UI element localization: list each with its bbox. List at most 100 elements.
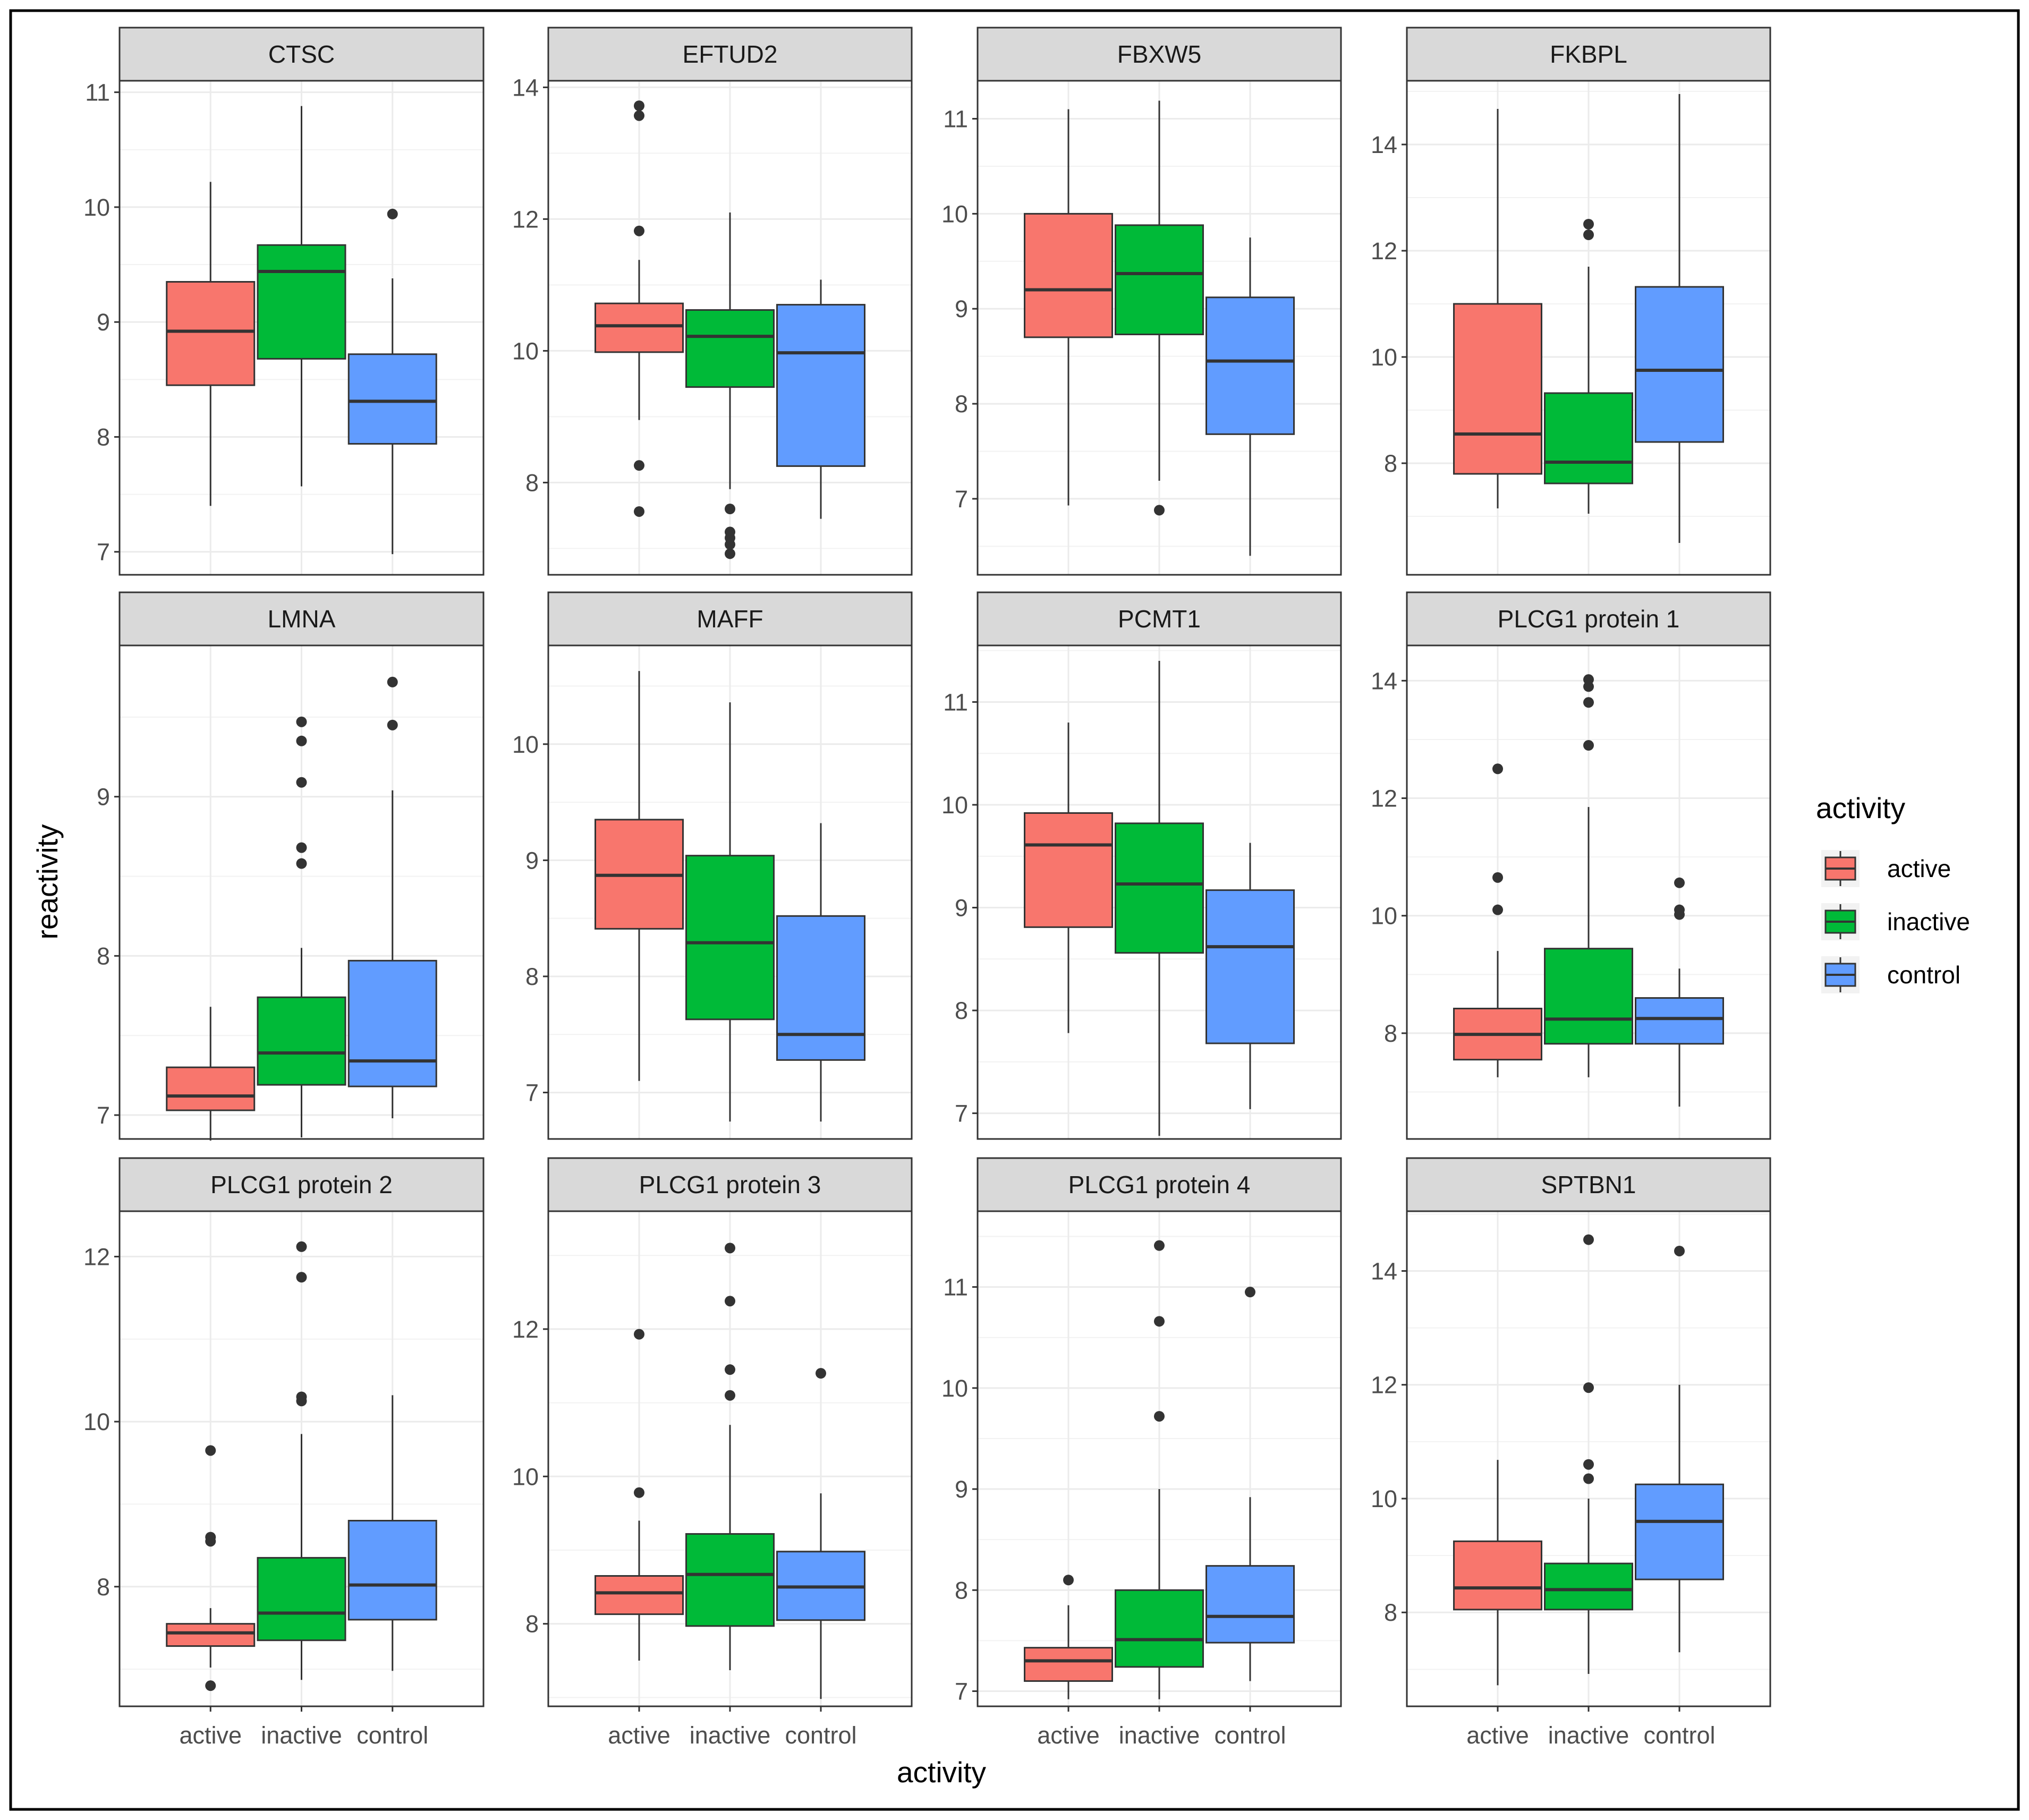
box-inactive xyxy=(1544,219,1633,514)
y-tick-label: 11 xyxy=(943,106,968,133)
outlier-point xyxy=(1492,763,1503,775)
panel-7: PLCG1 protein 1 8 10 12 14 xyxy=(1371,591,1771,1140)
y-tick-label: 14 xyxy=(512,74,539,101)
panel-11: SPTBN1 8 10 12 14 active inactive control xyxy=(1371,1157,1771,1749)
y-tick-label: 7 xyxy=(955,1678,968,1705)
box-inactive xyxy=(1544,1234,1633,1674)
box-active xyxy=(595,100,684,517)
box-control xyxy=(776,279,865,519)
box-control xyxy=(1635,877,1724,1107)
box-control xyxy=(347,676,437,1119)
panel-strip xyxy=(547,27,913,82)
box-body xyxy=(347,353,437,445)
box-body xyxy=(1115,1589,1204,1668)
box-control xyxy=(1205,237,1295,556)
x-tick-label: active xyxy=(1037,1722,1100,1749)
panel-title: FBXW5 xyxy=(1117,40,1201,68)
outlier-point xyxy=(1674,877,1685,888)
panel-5: MAFF 7 8 9 10 xyxy=(512,591,913,1140)
box-inactive xyxy=(1115,100,1204,516)
box-control xyxy=(776,1368,865,1699)
y-axis-title: reactivity xyxy=(31,824,64,939)
panel-3: FKBPL 8 10 12 14 xyxy=(1371,27,1771,576)
box-inactive xyxy=(1115,1240,1204,1699)
box-active xyxy=(595,1329,684,1661)
y-tick-label: 8 xyxy=(1384,450,1397,477)
panel-border xyxy=(1406,644,1771,1140)
x-tick-label: inactive xyxy=(261,1722,342,1749)
outlier-point xyxy=(387,208,398,219)
outlier-point xyxy=(296,1241,307,1252)
y-tick-label: 9 xyxy=(955,895,968,922)
panel-strip xyxy=(118,591,485,647)
box-inactive xyxy=(257,1241,346,1680)
y-tick-label: 9 xyxy=(955,295,968,322)
y-tick-label: 10 xyxy=(941,792,968,819)
outlier-point xyxy=(634,225,644,236)
box-body xyxy=(685,855,775,1020)
panel-border xyxy=(1406,80,1771,576)
outlier-point xyxy=(1583,1234,1594,1245)
panel-title: PLCG1 protein 2 xyxy=(210,1171,393,1198)
outlier-point xyxy=(725,1390,735,1401)
panel-border xyxy=(977,80,1342,576)
box-body xyxy=(347,1520,437,1621)
x-tick-label: control xyxy=(356,1722,428,1749)
box-body xyxy=(1635,286,1724,443)
box-active xyxy=(1024,109,1113,506)
outlier-point xyxy=(205,1680,216,1691)
box-body xyxy=(1024,212,1113,338)
x-tick-label: control xyxy=(1214,1722,1286,1749)
outlier-point xyxy=(725,548,735,559)
outlier-point xyxy=(296,735,307,746)
outlier-point xyxy=(387,676,398,687)
box-active xyxy=(166,182,256,506)
y-tick-label: 8 xyxy=(525,469,539,496)
outlier-point xyxy=(1583,740,1594,751)
box-control xyxy=(1635,94,1724,543)
outlier-point xyxy=(634,506,644,517)
y-tick-label: 12 xyxy=(512,1316,539,1343)
box-body xyxy=(685,309,775,388)
box-body xyxy=(166,280,256,386)
outlier-point xyxy=(725,526,735,538)
box-body xyxy=(1544,1562,1633,1611)
y-tick-label: 12 xyxy=(1371,237,1397,265)
outlier-point xyxy=(634,110,644,121)
y-tick-label: 10 xyxy=(941,200,968,227)
panel-border xyxy=(977,644,1342,1140)
outlier-point xyxy=(1583,229,1594,240)
box-body xyxy=(1024,812,1113,928)
box-body xyxy=(776,915,865,1061)
box-inactive xyxy=(257,106,346,487)
box-inactive xyxy=(1115,661,1204,1136)
outlier-point xyxy=(725,1296,735,1307)
box-body xyxy=(1115,822,1204,954)
box-body xyxy=(1453,1540,1542,1611)
outlier-point xyxy=(1063,1575,1074,1586)
legend-entry-inactive: inactive xyxy=(1821,903,1970,940)
y-tick-label: 10 xyxy=(1371,1485,1397,1512)
y-tick-label: 7 xyxy=(97,1102,110,1129)
y-tick-label: 7 xyxy=(525,1079,539,1107)
panel-border xyxy=(118,644,485,1140)
outlier-point xyxy=(1154,505,1165,516)
outlier-point xyxy=(205,1532,216,1543)
panel-4: LMNA 7 8 9 xyxy=(97,591,485,1141)
box-body xyxy=(1024,1647,1113,1682)
y-tick-label: 7 xyxy=(955,486,968,513)
y-tick-label: 8 xyxy=(97,423,110,450)
y-tick-label: 8 xyxy=(525,1611,539,1638)
y-tick-label: 8 xyxy=(525,963,539,990)
box-inactive xyxy=(685,1243,775,1671)
x-tick-label: active xyxy=(179,1722,242,1749)
outlier-point xyxy=(1583,219,1594,229)
box-control xyxy=(347,1395,437,1671)
box-body xyxy=(1544,392,1633,484)
box-active xyxy=(1453,109,1542,508)
outlier-point xyxy=(296,858,307,869)
legend-label: control xyxy=(1887,961,1960,989)
x-tick-label: inactive xyxy=(690,1722,771,1749)
